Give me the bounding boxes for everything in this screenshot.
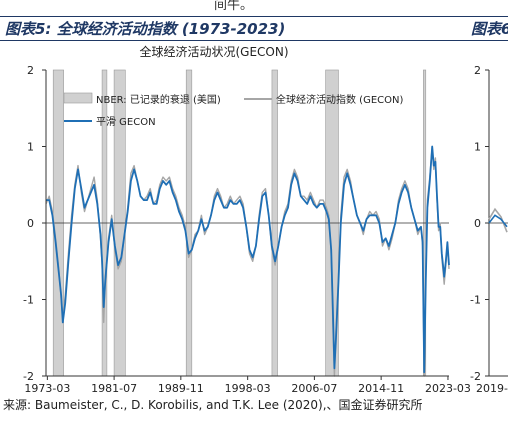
y-tick-label: 1 [27, 141, 34, 154]
x-tick-label: 1989-11 [158, 382, 204, 395]
legend-label: 全球经济活动指数 (GECON) [276, 93, 403, 106]
y-tick-label: 0 [27, 217, 34, 230]
legend-swatch-recession [63, 92, 93, 104]
x-tick-label: 1981-07 [91, 382, 137, 395]
right-y-tick-label: 2 [474, 64, 481, 77]
figure-title-right: 图表6 [471, 20, 508, 38]
top-fragment-text: 间牛。 [214, 0, 254, 13]
x-ticks: 1973-03 1981-07 1989-11 1998-03 2006-07 2014-… [24, 376, 471, 395]
x-tick-label: 2006-07 [291, 382, 337, 395]
series-line-smoothed-gecon [46, 145, 450, 374]
header-rule-bottom [0, 40, 508, 41]
x-tick-label: 1998-03 [225, 382, 271, 395]
source-note: 来源: Baumeister, C., D. Korobilis, and T.… [3, 398, 423, 412]
right-series-line-1 [488, 214, 508, 228]
chart-title: 全球经济活动状况(GECON) [139, 44, 288, 59]
series-lines [45, 145, 450, 377]
x-tick-label: 2014-11 [358, 382, 404, 395]
x-tick-label: 1973-03 [24, 382, 70, 395]
y-ticks: 2 1 0 -1 -2 [23, 64, 46, 383]
right-y-tick-label: 1 [474, 141, 481, 154]
header-rule-top [0, 16, 508, 17]
y-tick-label: -1 [23, 294, 34, 307]
right-x-tick-label: 2019-0 [476, 382, 508, 395]
figure-title-left: 图表5: 全球经济活动指数 (1973-2023) [5, 20, 286, 38]
right-y-tick-label: 0 [474, 217, 481, 230]
legend-label: NBER: 已记录的衰退 (美国) [96, 93, 221, 106]
x-tick-label: 2023-03 [425, 382, 471, 395]
y-tick-label: 2 [27, 64, 34, 77]
legend: NBER: 已记录的衰退 (美国) 全球经济活动指数 (GECON) 平滑 GECO… [63, 92, 403, 128]
right-y-tick-label: -2 [470, 370, 481, 383]
y-tick-label: -2 [23, 370, 34, 383]
right-y-tick-label: -1 [470, 294, 481, 307]
right-series-line-0 [488, 207, 508, 233]
legend-label: 平滑 GECON [96, 116, 156, 128]
